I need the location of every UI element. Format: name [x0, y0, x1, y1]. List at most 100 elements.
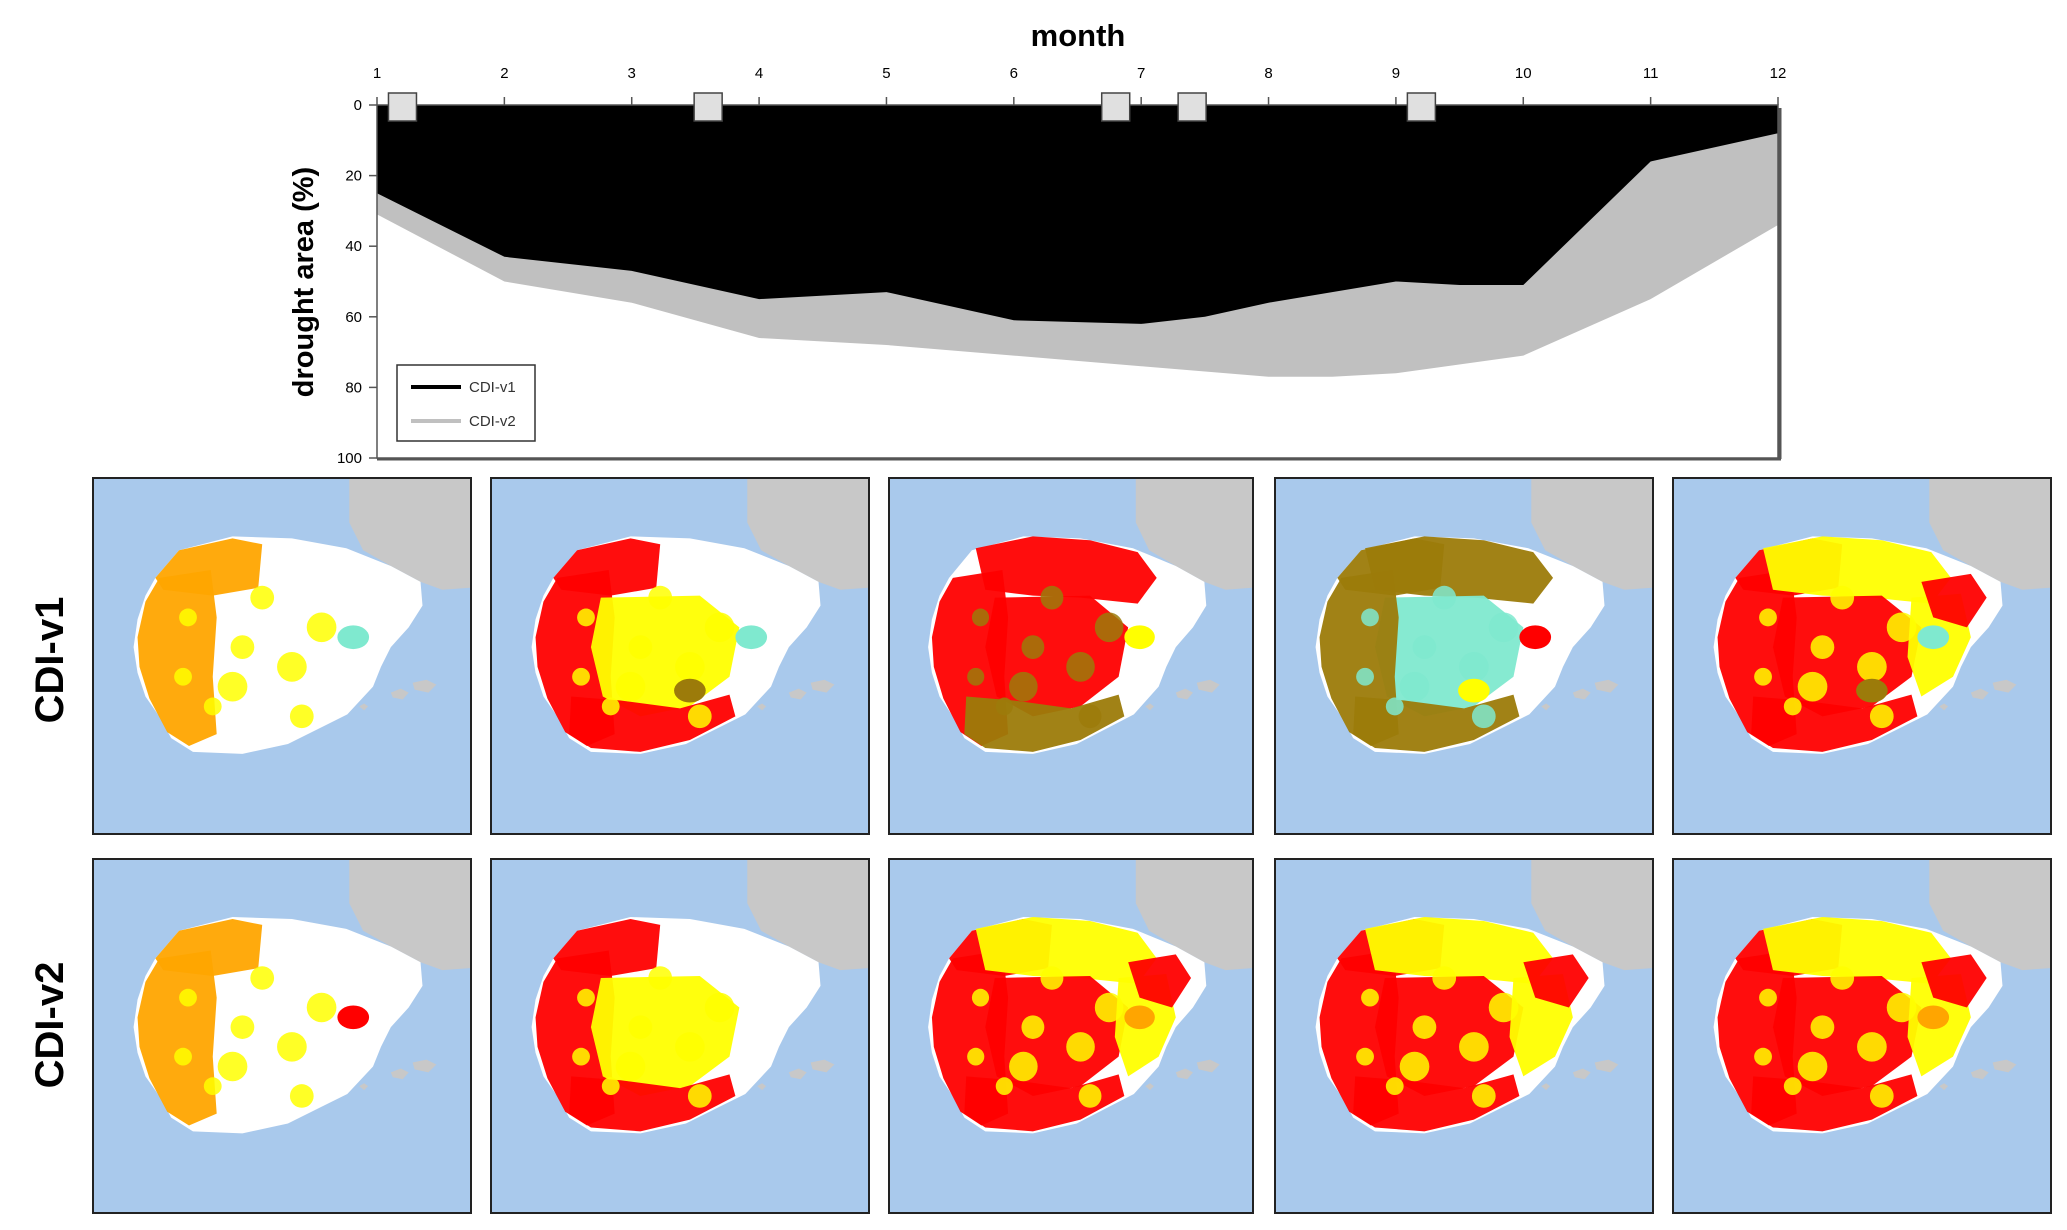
speckle-4: [995, 1077, 1013, 1095]
speckle-1: [179, 608, 197, 627]
speckle-4: [203, 1077, 222, 1095]
drought-area-chart: 1 2 3 4 5 6 7 8 9 10 11 12020406080100monthdrought …: [288, 18, 1786, 467]
balearic-island-3: [1541, 703, 1551, 711]
x-tick-label-4: 4: [755, 65, 763, 82]
speckle-5: [648, 966, 673, 990]
speckle-1: [1759, 608, 1777, 627]
speckle-6: [1094, 992, 1124, 1023]
speckle-8: [687, 704, 712, 729]
france-shape: [747, 860, 868, 971]
speckle-9: [217, 671, 248, 702]
speckle-5: [1432, 585, 1457, 610]
drought-region-nw: [553, 918, 661, 977]
balearic-island-1: [1175, 688, 1193, 700]
speckle-6: [1488, 992, 1519, 1023]
balearic-island-3: [1939, 703, 1949, 711]
france-shape: [349, 479, 470, 590]
drought-region-west: [137, 569, 217, 746]
map-svg: [1674, 860, 2050, 1212]
speckle-6: [1488, 612, 1519, 643]
map-panel-cdi-v1-4: [1274, 477, 1654, 835]
balearic-island-2: [1992, 1059, 2017, 1073]
drought-region-ne: [1128, 954, 1192, 1008]
balearic-island-3: [359, 1083, 369, 1091]
speckle-7: [572, 667, 590, 686]
france-shape: [349, 860, 470, 971]
speckle-3: [675, 1032, 705, 1062]
balearic-island-2: [1594, 679, 1619, 693]
speckle-9: [217, 1051, 248, 1082]
speckle-1: [1361, 988, 1379, 1007]
speckle-6: [306, 992, 337, 1023]
map-svg: [94, 860, 470, 1212]
drought-region-west: [137, 950, 217, 1126]
x-tick-label-6: 6: [1010, 65, 1018, 82]
balearic-island-2: [412, 679, 437, 693]
drought-region-north: [975, 536, 1157, 604]
drought-region-ne: [1921, 954, 1987, 1008]
balearic-island-3: [757, 703, 767, 711]
map-panel-cdi-v2-4: [1274, 858, 1654, 1214]
speckle-2: [1810, 1015, 1835, 1039]
x-tick-label-10: 10: [1515, 65, 1532, 82]
speckle-9: [1009, 671, 1038, 702]
x-tick-label-5: 5: [882, 65, 890, 82]
drought-region-ne: [1523, 954, 1589, 1008]
speckle-8: [1471, 704, 1496, 729]
map-svg: [492, 860, 868, 1212]
speckle-8: [1471, 1084, 1496, 1108]
map-panel-cdi-v2-5: [1672, 858, 2052, 1214]
map-svg: [890, 479, 1252, 833]
extra-patch-orange: [1917, 1005, 1950, 1030]
speckle-6: [306, 612, 337, 643]
speckle-7: [174, 1047, 192, 1066]
speckle-4: [1385, 697, 1404, 716]
france-shape: [1135, 860, 1252, 971]
map-svg: [1276, 860, 1652, 1212]
france-shape: [1531, 479, 1652, 590]
speckle-7: [1356, 667, 1374, 686]
month-marker-3: [1100, 92, 1131, 122]
drought-region-north: [975, 917, 1157, 984]
balearic-island-1: [390, 1068, 409, 1080]
speckle-4: [1385, 1077, 1404, 1095]
extra-patch-aquamarine: [337, 625, 370, 650]
extra-patch-red: [1519, 625, 1552, 650]
map-svg: [890, 860, 1252, 1212]
speckle-9: [615, 1051, 646, 1082]
x-tick-label-2: 2: [500, 65, 508, 82]
map-panel-cdi-v1-3: [888, 477, 1254, 835]
speckle-6: [1094, 612, 1124, 643]
balearic-island-3: [1541, 1083, 1551, 1091]
speckle-4: [995, 697, 1013, 716]
speckle-7: [1356, 1047, 1374, 1066]
speckle-2: [1412, 635, 1437, 659]
row-label-cdi-v2: CDI-v2: [27, 961, 72, 1089]
x-tick-label-3: 3: [628, 65, 636, 82]
map-panel-cdi-v1-2: [490, 477, 870, 835]
extra-patch-olive: [674, 678, 706, 703]
x-tick-label-11: 11: [1643, 65, 1659, 82]
france-shape: [1531, 860, 1652, 971]
speckle-8: [1869, 704, 1894, 729]
map-svg: [1276, 479, 1652, 833]
balearic-island-1: [788, 688, 807, 700]
speckle-1: [577, 988, 595, 1007]
balearic-island-2: [1594, 1059, 1619, 1073]
map-panel-cdi-v1-1: [92, 477, 472, 835]
drought-region-ne: [1921, 573, 1987, 628]
month-marker-2: [693, 92, 723, 122]
extra-patch-yellow: [1124, 625, 1155, 650]
speckle-3: [1459, 1032, 1489, 1062]
france-shape: [747, 479, 868, 590]
speckle-2: [230, 1015, 255, 1039]
legend-label-cdi-v1: CDI-v1: [469, 379, 516, 396]
speckle-5: [1432, 966, 1457, 990]
drought-region-north: [1763, 917, 1952, 984]
y-tick-label-40: 40: [345, 238, 362, 255]
balearic-island-2: [1992, 679, 2017, 693]
balearic-island-3: [1939, 1083, 1949, 1091]
speckle-9: [1009, 1051, 1038, 1082]
speckle-2: [230, 635, 255, 659]
speckle-3: [1857, 652, 1887, 682]
